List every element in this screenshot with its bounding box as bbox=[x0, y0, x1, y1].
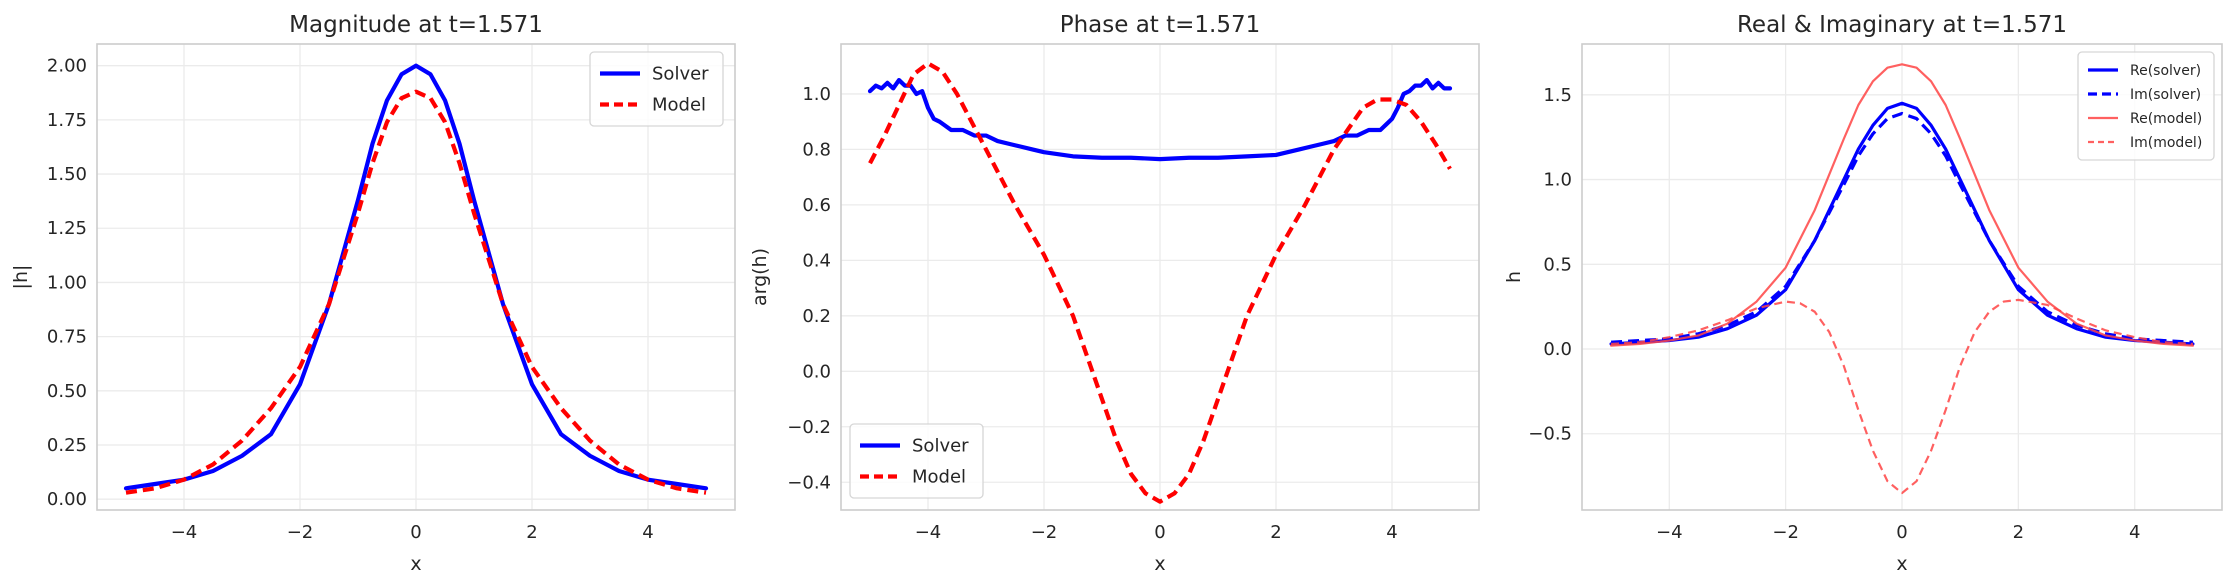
y-tick-label: 1.0 bbox=[1543, 170, 1572, 191]
x-tick-label: 0 bbox=[1154, 522, 1165, 543]
x-axis-label: x bbox=[410, 553, 421, 575]
series-line-re-solver bbox=[1609, 101, 2195, 346]
y-tick-label: 0.6 bbox=[802, 195, 831, 216]
x-tick-label: 2 bbox=[526, 522, 537, 543]
legend: Re(solver) Im(solver) Re(model) Im(model) bbox=[2077, 51, 2215, 161]
y-tick-label: 0.50 bbox=[47, 381, 87, 402]
legend-label: Solver bbox=[652, 64, 709, 85]
legend-box bbox=[2077, 51, 2215, 161]
y-tick-label: −0.4 bbox=[787, 472, 831, 493]
x-tick-label: 0 bbox=[410, 522, 421, 543]
legend-label: Re(solver) bbox=[2130, 63, 2201, 79]
x-tick-label: 4 bbox=[2129, 522, 2140, 543]
legend: Solver Model bbox=[589, 51, 724, 127]
x-tick-label: 0 bbox=[1896, 522, 1907, 543]
chart-title: Magnitude at t=1.571 bbox=[289, 12, 543, 38]
y-axis-label: h bbox=[1503, 271, 1525, 283]
y-tick-label: 0.0 bbox=[802, 361, 831, 382]
y-tick-label: 2.00 bbox=[47, 56, 87, 77]
legend-label: Re(model) bbox=[2130, 111, 2202, 127]
x-axis-label: x bbox=[1154, 553, 1165, 575]
series-line-model bbox=[125, 89, 707, 495]
x-tick-label: −4 bbox=[171, 522, 198, 543]
y-tick-label: 0.2 bbox=[802, 306, 831, 327]
series-line-solver bbox=[867, 77, 1453, 162]
y-tick-label: 0.0 bbox=[1543, 339, 1572, 360]
legend-label: Solver bbox=[912, 436, 969, 457]
y-tick-label: 1.0 bbox=[802, 84, 831, 105]
y-tick-label: 1.5 bbox=[1543, 85, 1572, 106]
plot-frame bbox=[96, 43, 736, 511]
y-tick-label: 1.25 bbox=[47, 218, 87, 239]
y-tick-label: 0.8 bbox=[802, 139, 831, 160]
x-tick-label: −4 bbox=[1656, 522, 1683, 543]
chart-panel-3: −4 −2 0 2 4 −0.5 0.0 0.5 1.0 1.5 Real & Imaginary … bbox=[1503, 12, 2223, 575]
y-tick-label: 1.00 bbox=[47, 272, 87, 293]
y-tick-label: 1.50 bbox=[47, 164, 87, 185]
y-tick-label: 0.5 bbox=[1543, 254, 1572, 275]
x-tick-label: 4 bbox=[1386, 522, 1397, 543]
y-axis-label: arg(h) bbox=[749, 248, 771, 306]
y-tick-label: 1.75 bbox=[47, 110, 87, 131]
y-tick-label: 0.4 bbox=[802, 250, 831, 271]
legend: Solver Model bbox=[849, 423, 984, 499]
chart-title: Real & Imaginary at t=1.571 bbox=[1737, 12, 2067, 38]
y-axis-label: |h| bbox=[10, 265, 32, 290]
legend-box bbox=[849, 423, 984, 499]
legend-label: Im(model) bbox=[2130, 135, 2202, 151]
series-line-solver bbox=[123, 63, 709, 491]
series-line-im-model bbox=[1611, 298, 2193, 495]
plot-frame bbox=[840, 43, 1480, 511]
series-line-re-model bbox=[1609, 63, 2195, 347]
legend-label: Model bbox=[912, 467, 966, 488]
chart-panel-1: −4 −2 0 2 4 0.00 0.25 0.50 0.75 1.00 1.25 1.50 1.75 2… bbox=[10, 12, 736, 575]
chart-title: Phase at t=1.571 bbox=[1060, 12, 1261, 38]
y-tick-label: −0.2 bbox=[787, 417, 831, 438]
legend-label: Model bbox=[652, 95, 706, 116]
chart-panel-2: −4 −2 0 2 4 −0.4 −0.2 0.0 0.2 0.4 0.6 0.8 1.0 Phase a… bbox=[749, 12, 1480, 575]
legend-box bbox=[589, 51, 724, 127]
y-tick-label: 0.25 bbox=[47, 435, 87, 456]
x-tick-label: −2 bbox=[1031, 522, 1058, 543]
x-tick-label: −2 bbox=[1772, 522, 1799, 543]
x-axis-label: x bbox=[1896, 553, 1907, 575]
x-tick-label: −2 bbox=[287, 522, 314, 543]
x-tick-label: 4 bbox=[642, 522, 653, 543]
series-line-model bbox=[868, 61, 1452, 504]
x-tick-label: −4 bbox=[915, 522, 942, 543]
y-tick-label: 0.00 bbox=[47, 489, 87, 510]
y-tick-label: −0.5 bbox=[1528, 424, 1572, 445]
plot-frame bbox=[1581, 43, 2223, 511]
legend-label: Im(solver) bbox=[2130, 87, 2201, 103]
y-tick-label: 0.75 bbox=[47, 327, 87, 348]
x-tick-label: 2 bbox=[1270, 522, 1281, 543]
x-tick-label: 2 bbox=[2013, 522, 2024, 543]
series-line-im-solver bbox=[1610, 111, 2194, 344]
